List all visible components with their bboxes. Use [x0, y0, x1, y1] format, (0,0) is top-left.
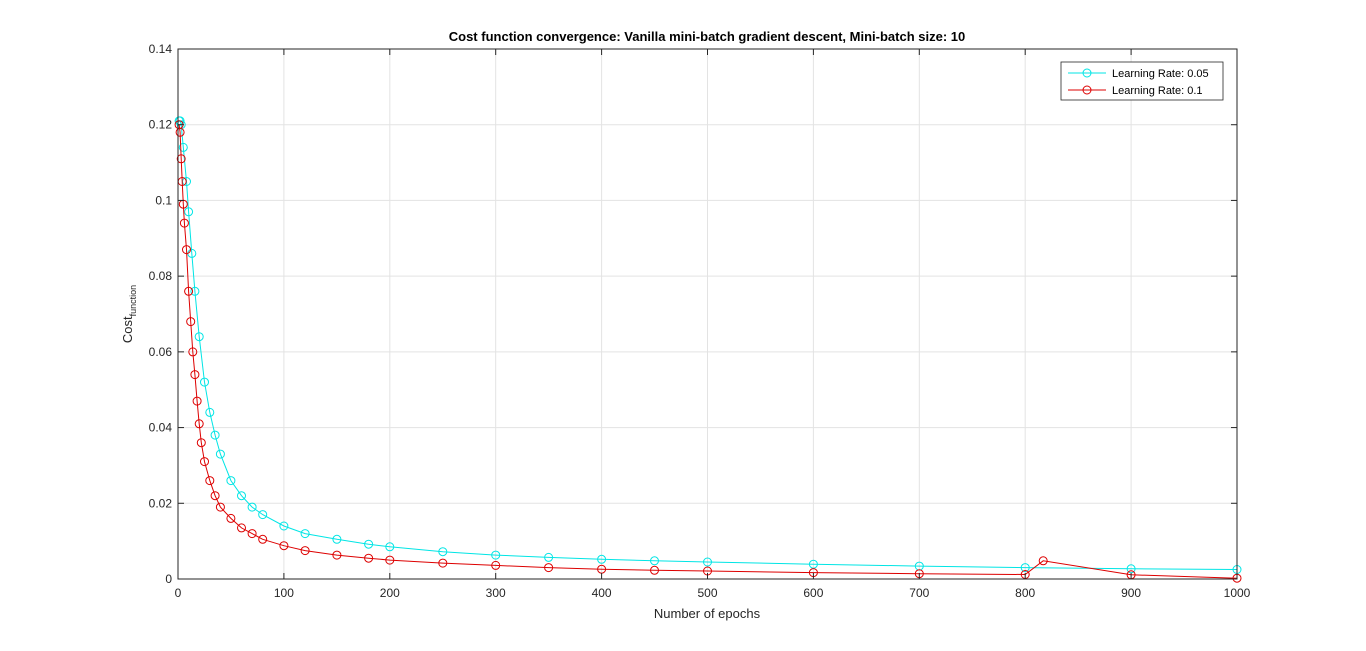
data-point: [597, 554, 607, 564]
legend-marker-lr-0-05: [1082, 68, 1092, 78]
x-tick-label: 800: [1015, 586, 1035, 600]
data-point: [703, 557, 712, 567]
x-tick-label: 700: [909, 586, 929, 600]
x-tick-label: 1000: [1224, 586, 1251, 600]
data-point: [184, 286, 194, 296]
series-line: [178, 124, 1238, 579]
data-point: [247, 529, 257, 539]
axis-ticks: [177, 48, 1238, 580]
x-tick-labels: 0 100 200 300 400 500 600 700 800 900 1000: [175, 586, 1251, 600]
data-point: [650, 565, 659, 575]
svg-text:Costfunction: Costfunction: [120, 285, 138, 343]
data-point: [491, 550, 501, 560]
y-tick-label: 0.12: [149, 118, 173, 132]
legend-label-lr-0-05: Learning Rate: 0.05: [1112, 68, 1209, 80]
legend-label-lr-0-1: Learning Rate: 0.1: [1112, 85, 1203, 97]
data-point: [210, 430, 220, 440]
data-point: [226, 513, 236, 523]
chart-title: Cost function convergence: Vanilla mini-…: [449, 29, 965, 44]
data-point: [491, 560, 501, 570]
y-tick-label: 0.14: [149, 42, 173, 56]
data-point: [175, 127, 185, 137]
x-tick-label: 500: [697, 586, 717, 600]
x-axis-label: Number of epochs: [654, 606, 761, 621]
data-point: [190, 370, 200, 380]
data-point: [279, 521, 289, 531]
y-tick-label: 0.04: [149, 421, 173, 435]
data-point: [196, 438, 206, 448]
data-point: [179, 218, 189, 228]
data-point: [194, 332, 204, 342]
data-point: [247, 502, 257, 512]
data-point: [200, 457, 209, 467]
data-point: [194, 419, 204, 429]
data-point: [332, 534, 342, 544]
y-axis-label-main: Cost: [120, 316, 135, 343]
data-point: [190, 286, 200, 296]
data-point: [332, 550, 342, 560]
legend-marker-lr-0-1: [1082, 85, 1092, 95]
data-point: [237, 491, 246, 501]
data-point: [186, 317, 196, 327]
x-tick-label: 200: [380, 586, 400, 600]
x-tick-label: 100: [274, 586, 294, 600]
data-point: [300, 529, 310, 539]
data-point: [226, 476, 236, 486]
data-point: [544, 552, 554, 562]
data-point: [200, 377, 209, 387]
data-point: [385, 542, 395, 552]
y-tick-label: 0.02: [149, 496, 173, 510]
series-line: [179, 120, 1238, 570]
data-point: [205, 476, 215, 486]
data-point: [182, 245, 191, 255]
data-point: [176, 154, 186, 164]
data-point: [650, 556, 659, 566]
y-tick-label: 0.1: [155, 193, 172, 207]
legend: Learning Rate: 0.05 Learning Rate: 0.1: [1060, 61, 1224, 101]
y-tick-label: 0.08: [149, 269, 173, 283]
data-point: [215, 502, 225, 512]
y-tick-labels: 0 0.02 0.04 0.06 0.08 0.1 0.12 0.14: [149, 42, 173, 586]
data-point: [300, 546, 310, 556]
data-point: [192, 396, 202, 406]
data-point: [279, 541, 289, 551]
y-tick-label: 0.06: [149, 345, 173, 359]
x-tick-label: 300: [486, 586, 506, 600]
data-point: [258, 510, 268, 520]
x-tick-label: 0: [175, 586, 182, 600]
x-tick-label: 900: [1121, 586, 1141, 600]
data-point: [385, 555, 395, 565]
x-tick-label: 600: [803, 586, 823, 600]
data-point: [188, 347, 198, 357]
data-point: [438, 558, 448, 568]
y-axis-label-subscript: function: [128, 285, 138, 317]
data-point: [237, 523, 246, 533]
data-point: [1126, 564, 1136, 574]
data-point: [178, 142, 188, 152]
data-point: [258, 534, 268, 544]
data-point: [1020, 563, 1030, 573]
data-point: [184, 207, 194, 217]
y-axis-label: Costfunction: [120, 285, 138, 343]
data-point: [364, 539, 374, 549]
data-point: [215, 449, 225, 459]
data-point: [1038, 556, 1048, 566]
x-tick-label: 400: [592, 586, 612, 600]
series-lr-0-05: [174, 116, 1242, 574]
data-point: [364, 553, 374, 563]
data-point: [438, 547, 448, 557]
data-point: [544, 563, 554, 573]
data-point: [205, 407, 215, 417]
y-tick-label: 0: [165, 572, 172, 586]
data-point: [210, 491, 220, 501]
